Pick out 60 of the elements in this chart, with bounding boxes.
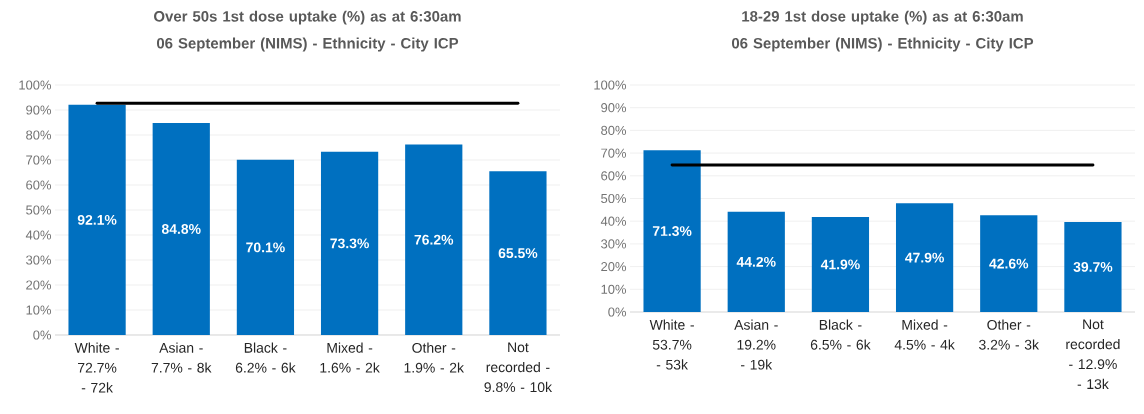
data-label: 71.3% [652,226,692,237]
bar [152,123,210,335]
y-tick-label: 70% [601,148,627,158]
x-tick-label: Not recorded - 9.8% - 10k [484,342,553,393]
data-label: 42.6% [989,258,1029,269]
bar [980,215,1038,312]
y-tick-label: 50% [26,205,52,215]
y-tick-label: 30% [601,239,627,249]
bar [811,216,870,312]
data-label: 47.9% [905,252,944,263]
bar [320,151,379,335]
chart-title: Over 50s 1st dose uptake (%) as at 6:30am 06 September (NIMS) - Ethnicity - City ICP [154,10,461,52]
data-label: 84.8% [161,224,201,234]
data-label: 41.9% [820,259,860,270]
y-tick-label: 70% [26,155,52,165]
y-tick-label: 50% [601,193,627,204]
x-tick-label: White - 53.7% - 53k [649,319,694,370]
chart-title: 18-29 1st dose uptake (%) as at 6:30am 06 September (NIMS) - Ethnicity - City ICP [731,10,1034,52]
x-tick-label: Other - 1.9% - 2k [404,342,464,373]
data-label: 44.2% [736,256,776,267]
x-tick-label: Mixed - 1.6% - 2k [320,342,380,373]
data-label: 70.1% [246,242,285,253]
bar [236,159,295,335]
data-label: 92.1% [77,214,117,225]
y-tick-label: 30% [26,255,52,265]
x-tick-label: White - 72.7% - 72k [74,342,119,393]
x-tick-label: Other - 3.2% - 3k [979,319,1039,350]
y-tick-label: 80% [26,130,52,140]
y-tick-label: 0% [33,330,52,340]
data-label: 73.3% [330,238,369,249]
bar [489,171,547,335]
bar [405,144,463,335]
bar [1064,221,1122,312]
x-tick-label: Black - 6.2% - 6k [235,342,296,373]
y-tick-label: 80% [601,125,627,135]
y-tick-label: 90% [26,105,52,115]
y-tick-label: 10% [26,305,52,315]
x-tick-label: Black - 6.5% - 6k [810,319,871,350]
y-tick-label: 100% [594,80,627,90]
bar [68,104,126,335]
data-label: 76.2% [414,234,454,245]
y-tick-label: 90% [601,103,627,113]
y-tick-label: 60% [601,171,627,181]
x-tick-label: Mixed - 4.5% - 4k [894,319,955,350]
bar [727,211,785,312]
bar [895,203,954,312]
y-tick-label: 20% [26,280,52,290]
y-tick-label: 100% [19,80,52,90]
y-tick-label: 10% [601,284,627,294]
x-tick-label: Asian - 19.2% - 19k [734,319,778,370]
bar [643,150,701,312]
y-tick-label: 60% [26,180,52,190]
y-tick-label: 40% [25,230,52,240]
data-label: 65.5% [498,248,538,259]
y-tick-label: 0% [608,307,627,317]
data-label: 39.7% [1073,261,1113,272]
x-tick-label: Not recorded - 12.9% - 13k [1066,319,1120,390]
y-tick-label: 20% [601,262,627,272]
x-tick-label: Asian - 7.7% - 8k [151,342,212,373]
y-tick-label: 40% [600,216,627,226]
